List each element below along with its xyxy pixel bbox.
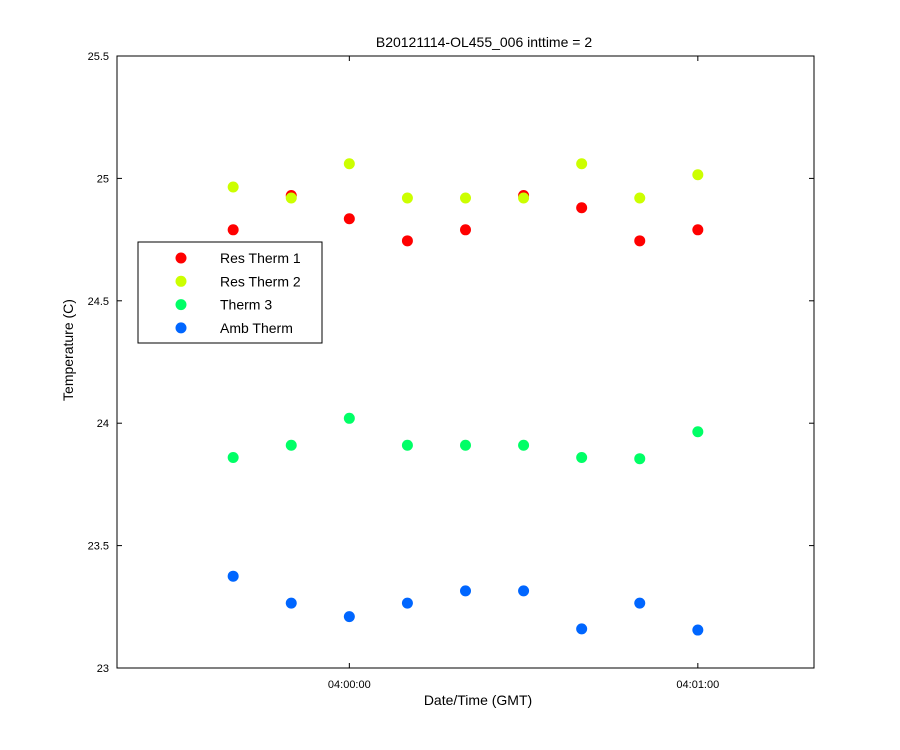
data-point <box>518 585 530 597</box>
data-point <box>401 439 413 451</box>
data-point <box>692 224 704 236</box>
data-point <box>343 412 355 424</box>
data-point <box>518 192 530 204</box>
legend-entry: Res Therm 1 <box>220 250 301 266</box>
y-axis: 23 23.5 24 24.5 25 25.5 <box>88 51 814 675</box>
data-point <box>460 192 471 204</box>
x-tick-label: 04:00:00 <box>328 679 371 691</box>
series-3 <box>227 570 704 636</box>
data-point <box>460 439 471 451</box>
legend-marker <box>175 275 187 287</box>
y-tick-label: 24.5 <box>88 296 109 308</box>
data-point <box>518 439 530 451</box>
data-point <box>634 235 646 247</box>
y-tick-label: 25.5 <box>88 51 109 63</box>
data-point <box>285 192 297 204</box>
data-point <box>401 235 413 247</box>
data-point <box>634 597 646 609</box>
legend-entry: Therm 3 <box>220 297 272 313</box>
data-point <box>343 611 355 623</box>
legend-marker <box>175 322 187 334</box>
x-tick-label: 04:01:00 <box>676 679 719 691</box>
legend-box <box>137 241 323 344</box>
data-point <box>343 158 355 170</box>
data-point <box>285 439 297 451</box>
plot-area <box>116 55 815 669</box>
data-point <box>401 597 413 609</box>
data-point <box>227 224 239 236</box>
y-tick-label: 24 <box>97 418 109 430</box>
legend-marker <box>175 252 187 264</box>
data-point <box>227 570 239 582</box>
chart-title: B20121114-OL455_006 inttime = 2 <box>376 34 592 50</box>
data-point <box>692 624 704 636</box>
x-axis: 04:00:00 04:01:00 <box>328 56 719 691</box>
legend-marker <box>175 299 187 311</box>
x-axis-label: Date/Time (GMT) <box>424 692 532 708</box>
y-tick-label: 23.5 <box>88 541 109 553</box>
data-point <box>285 597 297 609</box>
data-point <box>227 451 239 463</box>
data-point <box>460 224 471 236</box>
y-tick-label: 25 <box>97 173 109 185</box>
data-point <box>343 213 355 225</box>
data-point <box>460 585 471 597</box>
data-point <box>401 192 413 204</box>
data-point <box>634 192 646 204</box>
data-point <box>227 181 239 193</box>
series-2 <box>227 412 704 465</box>
data-point <box>692 169 704 181</box>
data-point <box>576 158 588 170</box>
y-axis-label: Temperature (C) <box>60 299 76 401</box>
data-point <box>576 451 588 463</box>
data-point <box>576 202 588 214</box>
legend-entry: Amb Therm <box>220 320 293 336</box>
series-1 <box>227 158 704 204</box>
legend: Res Therm 1 Res Therm 2 Therm 3 Amb Therm <box>137 241 323 344</box>
legend-entry: Res Therm 2 <box>220 273 301 289</box>
data-point <box>634 453 646 465</box>
y-tick-label: 23 <box>97 663 109 675</box>
data-point <box>692 426 704 438</box>
data-points <box>227 158 704 636</box>
data-point <box>576 623 588 635</box>
